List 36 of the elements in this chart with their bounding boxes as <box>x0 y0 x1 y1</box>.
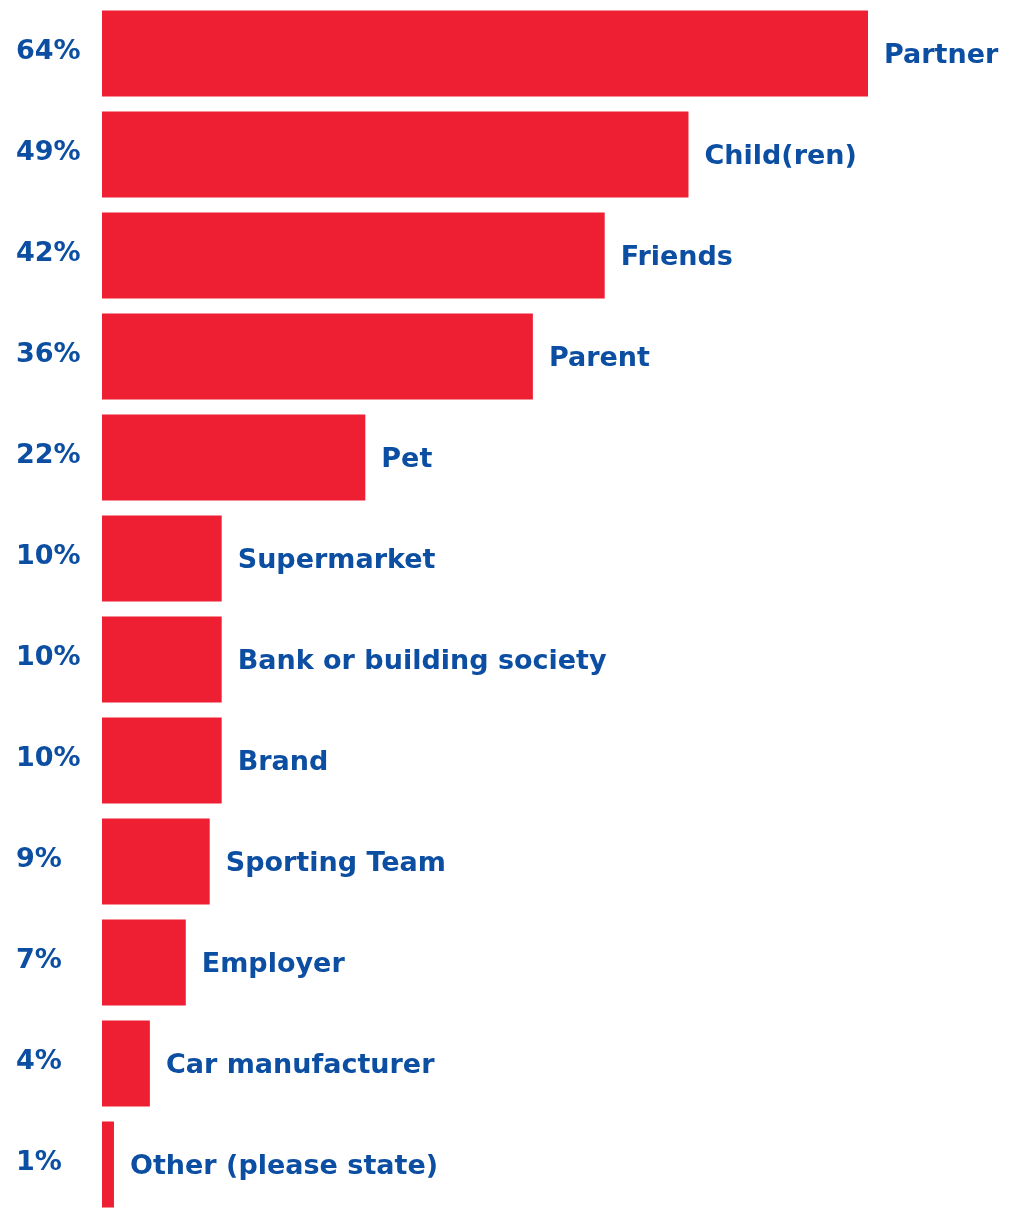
bar <box>102 212 605 299</box>
data-label: 10% <box>16 639 81 671</box>
data-label: 10% <box>16 538 81 570</box>
data-label: 7% <box>16 942 62 974</box>
y-tick-label: Sporting Team <box>225 846 446 877</box>
bar <box>102 414 366 501</box>
y-tick-label: Pet <box>381 442 433 473</box>
bar <box>102 1121 114 1208</box>
bar <box>102 717 222 804</box>
data-label: 42% <box>16 235 81 267</box>
bar <box>102 818 210 905</box>
data-label: 9% <box>16 841 62 873</box>
data-label: 36% <box>16 336 81 368</box>
bar <box>102 111 689 198</box>
data-label: 10% <box>16 740 81 772</box>
data-label: 4% <box>16 1043 62 1075</box>
bar <box>102 313 533 400</box>
data-label: 1% <box>16 1144 62 1176</box>
data-label: 49% <box>16 134 81 166</box>
bar <box>102 10 868 97</box>
y-tick-label: Other (please state) <box>129 1149 439 1180</box>
bar <box>102 616 222 703</box>
y-tick-label: Car manufacturer <box>165 1048 436 1079</box>
y-tick-label: Partner <box>884 38 1000 69</box>
y-tick-label: Supermarket <box>237 543 436 574</box>
data-label: 64% <box>16 33 81 65</box>
y-tick-label: Parent <box>548 341 651 372</box>
y-tick-label: Employer <box>201 947 346 978</box>
data-label: 22% <box>16 437 81 469</box>
y-tick-label: Bank or building society <box>237 644 608 675</box>
y-tick-label: Child(ren) <box>704 139 857 170</box>
y-tick-label: Friends <box>620 240 733 271</box>
bar <box>102 1020 150 1107</box>
y-tick-label: Brand <box>237 745 329 776</box>
bar <box>102 515 222 602</box>
bar <box>102 919 186 1006</box>
